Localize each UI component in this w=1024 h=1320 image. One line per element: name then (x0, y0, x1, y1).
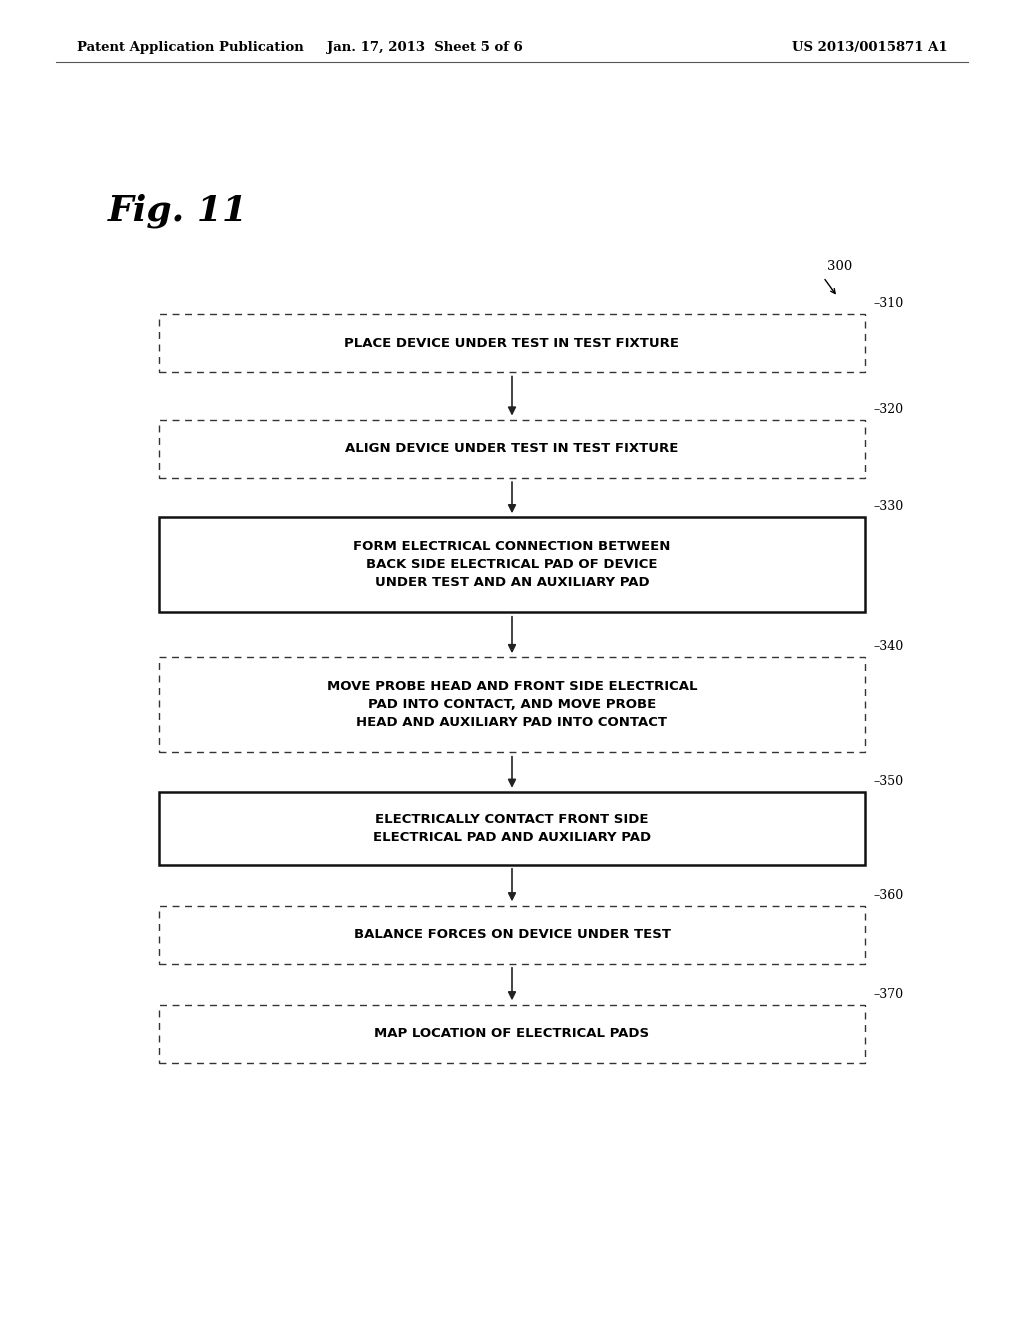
Bar (159, 906, 865, 964)
Text: –330: –330 (873, 500, 904, 513)
Text: –370: –370 (873, 987, 903, 1001)
Text: Jan. 17, 2013  Sheet 5 of 6: Jan. 17, 2013 Sheet 5 of 6 (327, 41, 523, 54)
Text: Patent Application Publication: Patent Application Publication (77, 41, 303, 54)
Text: MAP LOCATION OF ELECTRICAL PADS: MAP LOCATION OF ELECTRICAL PADS (375, 1027, 649, 1040)
Text: –340: –340 (873, 640, 904, 653)
Bar (159, 517, 865, 612)
Text: –310: –310 (873, 297, 904, 310)
Text: 300: 300 (827, 260, 853, 273)
Text: ALIGN DEVICE UNDER TEST IN TEST FIXTURE: ALIGN DEVICE UNDER TEST IN TEST FIXTURE (345, 442, 679, 455)
Bar (159, 657, 865, 752)
Text: US 2013/0015871 A1: US 2013/0015871 A1 (792, 41, 947, 54)
Text: –320: –320 (873, 403, 903, 416)
Bar (159, 792, 865, 865)
Text: –360: –360 (873, 888, 904, 902)
Text: FORM ELECTRICAL CONNECTION BETWEEN
BACK SIDE ELECTRICAL PAD OF DEVICE
UNDER TEST: FORM ELECTRICAL CONNECTION BETWEEN BACK … (353, 540, 671, 590)
Bar (159, 420, 865, 478)
Text: MOVE PROBE HEAD AND FRONT SIDE ELECTRICAL
PAD INTO CONTACT, AND MOVE PROBE
HEAD : MOVE PROBE HEAD AND FRONT SIDE ELECTRICA… (327, 680, 697, 730)
Text: Fig. 11: Fig. 11 (108, 194, 248, 228)
Text: BALANCE FORCES ON DEVICE UNDER TEST: BALANCE FORCES ON DEVICE UNDER TEST (353, 928, 671, 941)
Text: PLACE DEVICE UNDER TEST IN TEST FIXTURE: PLACE DEVICE UNDER TEST IN TEST FIXTURE (344, 337, 680, 350)
Bar (159, 1005, 865, 1063)
Text: –350: –350 (873, 775, 903, 788)
Text: ELECTRICALLY CONTACT FRONT SIDE
ELECTRICAL PAD AND AUXILIARY PAD: ELECTRICALLY CONTACT FRONT SIDE ELECTRIC… (373, 813, 651, 843)
Bar (159, 314, 865, 372)
